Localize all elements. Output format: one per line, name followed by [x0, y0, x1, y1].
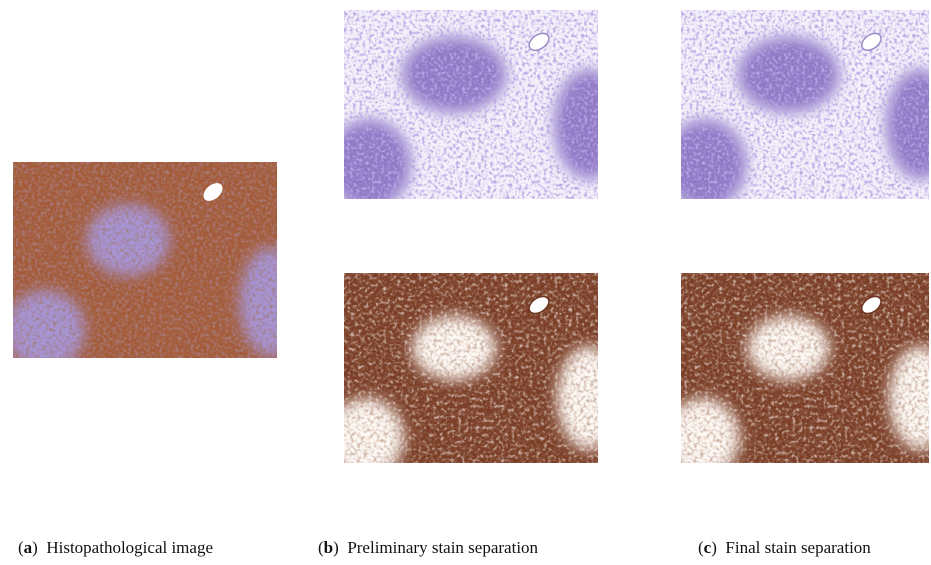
bracket: ): [711, 538, 717, 557]
figure: (a) Histopathological image (b) Prelimin…: [0, 0, 931, 565]
caption: (c) Final stain separation: [698, 538, 871, 558]
bracket: ): [333, 538, 339, 557]
caption: (b) Preliminary stain separation: [318, 538, 538, 558]
caption: (a) Histopathological image: [18, 538, 213, 558]
bracket: ): [32, 538, 38, 557]
figure-images: [0, 0, 931, 565]
caption-text: Histopathological image: [46, 538, 213, 557]
dab-preliminary: [328, 273, 621, 478]
hematoxylin-final: [664, 10, 931, 209]
caption-text: Preliminary stain separation: [347, 538, 538, 557]
caption-text: Final stain separation: [725, 538, 870, 557]
hematoxylin-preliminary: [327, 10, 624, 209]
panel-label: a: [24, 538, 33, 557]
panel-label: b: [324, 538, 333, 557]
dab-final: [665, 273, 931, 478]
histopathological-image: [5, 162, 303, 370]
